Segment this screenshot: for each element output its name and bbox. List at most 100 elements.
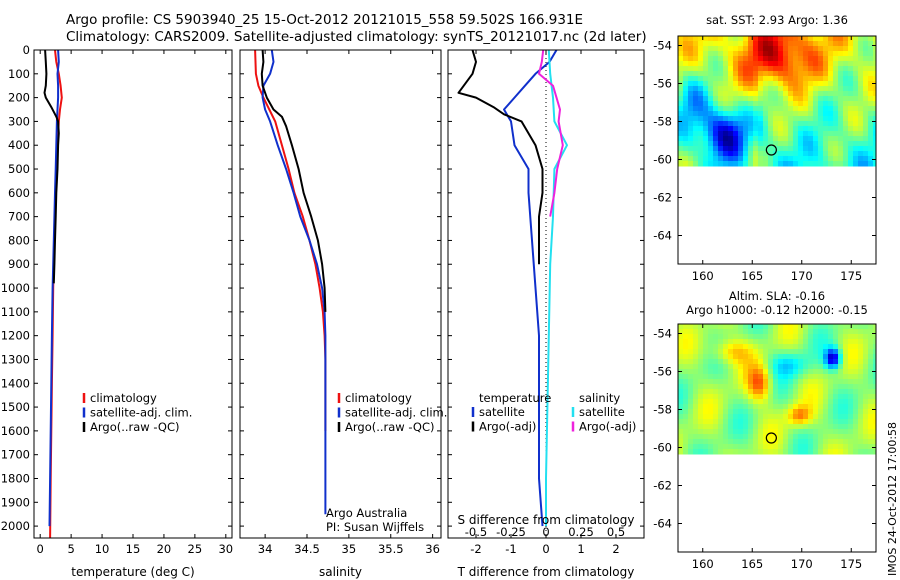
- sla-map-cell: [858, 379, 864, 385]
- sst-map-cell: [873, 41, 876, 47]
- sst-map-cell: [788, 121, 794, 127]
- sst-map-cell: [803, 76, 809, 82]
- sst-map-cell: [793, 86, 799, 92]
- sla-map-cell: [733, 404, 739, 410]
- sst-map-cell: [773, 116, 779, 122]
- sla-map-cell: [698, 369, 704, 375]
- sla-map-cell: [713, 334, 719, 340]
- title-line-2: Climatology: CARS2009. Satellite-adjuste…: [66, 29, 647, 45]
- sla-map-cell: [678, 434, 684, 440]
- sla-map-cell: [728, 364, 734, 370]
- sla-map-cell: [723, 409, 729, 415]
- sla-map-cell: [803, 429, 809, 435]
- sst-map-cell: [753, 46, 759, 52]
- sla-map-cell: [798, 324, 804, 330]
- sla-map-cell: [743, 389, 749, 395]
- sla-map-cell: [778, 354, 784, 360]
- sla-map-cell: [758, 389, 764, 395]
- sst-map-cell: [863, 156, 869, 162]
- sst-map-cell: [803, 51, 809, 57]
- sla-map-cell: [858, 384, 864, 390]
- temperature-line-argo-raw-qc-: [43, 50, 60, 284]
- sst-map-cell: [873, 56, 876, 62]
- sla-map-cell: [698, 424, 704, 430]
- sla-map-cell: [793, 394, 799, 400]
- sst-map-cell: [753, 156, 759, 162]
- sla-map-cell: [733, 399, 739, 405]
- sst-map-cell: [853, 106, 859, 112]
- sla-map-cell: [698, 404, 704, 410]
- sst-map-cell: [683, 121, 689, 127]
- sla-map-cell: [728, 429, 734, 435]
- sla-map-cell: [773, 404, 779, 410]
- sst-map-cell: [828, 141, 834, 147]
- sst-map-cell: [713, 141, 719, 147]
- sst-map-cell: [793, 146, 799, 152]
- sst-map-cell: [713, 121, 719, 127]
- sla-map-cell: [788, 339, 794, 345]
- sla-map-cell: [858, 429, 864, 435]
- sdiff-tick-label: -0.5: [465, 525, 487, 539]
- sst-map-cell: [718, 71, 724, 77]
- sst-map-cell: [768, 101, 774, 107]
- sla-map-cell: [808, 449, 814, 455]
- sst-map-cell: [838, 116, 844, 122]
- salinity-xtick-label: 34: [258, 542, 273, 556]
- sst-map-cell: [773, 161, 779, 167]
- sst-map-cell: [698, 66, 704, 72]
- sla-map-cell: [863, 339, 869, 345]
- sla-map-cell: [683, 389, 689, 395]
- sst-map-cell: [868, 156, 874, 162]
- sst-map-cell: [818, 101, 824, 107]
- sla-map-cell: [848, 344, 854, 350]
- sst-map-cell: [698, 151, 704, 157]
- sst-map-cell: [723, 156, 729, 162]
- sla-map-cell: [858, 419, 864, 425]
- sla-map-cell: [693, 449, 699, 455]
- sst-map-cell: [778, 61, 784, 67]
- sst-map-cell: [868, 111, 874, 117]
- sla-map-cell: [763, 344, 769, 350]
- sla-map-cell: [733, 429, 739, 435]
- sla-map-cell: [858, 359, 864, 365]
- sst-map-cell: [858, 141, 864, 147]
- sst-map-cell: [693, 71, 699, 77]
- sla-map-cell: [828, 384, 834, 390]
- sla-map-cell: [833, 354, 839, 360]
- sst-map-cell: [868, 41, 874, 47]
- sla-map-cell: [738, 429, 744, 435]
- temperature-line-satellite-adj-clim-: [48, 50, 60, 527]
- sla-map-cell: [803, 344, 809, 350]
- sst-map-cell: [758, 76, 764, 82]
- sla-map-cell: [873, 379, 876, 385]
- sst-map-cell: [693, 81, 699, 87]
- sst-map-cell: [833, 116, 839, 122]
- sst-map-cell: [843, 81, 849, 87]
- sla-map-cell: [728, 399, 734, 405]
- sst-map-cell: [693, 66, 699, 72]
- sla-map-cell: [778, 419, 784, 425]
- sla-map-cell: [843, 384, 849, 390]
- sst-map-cell: [778, 71, 784, 77]
- sla-map-cell: [768, 444, 774, 450]
- sst-map-cell: [813, 161, 819, 167]
- sst-map-cell: [728, 141, 734, 147]
- sla-map-cell: [843, 344, 849, 350]
- sla-map-cell: [808, 404, 814, 410]
- sla-map-cell: [738, 434, 744, 440]
- sst-map-cell: [723, 131, 729, 137]
- sst-map-cell: [748, 56, 754, 62]
- sla-map-cell: [858, 354, 864, 360]
- sla-map-cell: [678, 329, 684, 335]
- sla-map-cell: [848, 354, 854, 360]
- sst-map-cell: [678, 86, 684, 92]
- sst-map-cell: [733, 96, 739, 102]
- sla-map-cell: [698, 349, 704, 355]
- sst-map-cell: [728, 91, 734, 97]
- sla-map-cell: [683, 409, 689, 415]
- sst-map-cell: [858, 146, 864, 152]
- temperature-xlabel: temperature (deg C): [71, 565, 194, 579]
- sst-map-cell: [833, 106, 839, 112]
- sla-map-cell: [753, 434, 759, 440]
- sla-map-frame: [677, 323, 877, 553]
